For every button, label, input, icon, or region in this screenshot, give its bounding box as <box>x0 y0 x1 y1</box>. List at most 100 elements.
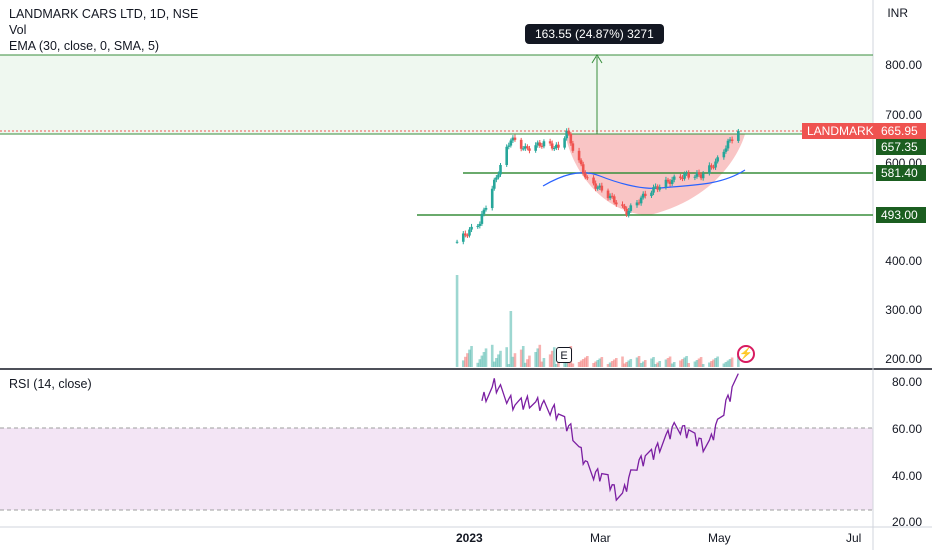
measure-arrowhead <box>591 54 603 64</box>
candle-body <box>714 161 717 168</box>
volume-bar <box>511 356 515 367</box>
last-price-tag[interactable]: 665.95 <box>876 123 926 139</box>
volume-bar <box>683 357 686 367</box>
mid-support-tag[interactable]: 581.40 <box>876 165 926 181</box>
volume-bar <box>480 355 484 367</box>
volume-bar <box>538 344 542 367</box>
candle-body <box>464 233 467 236</box>
candle-body <box>652 187 655 193</box>
candle-body <box>484 208 488 210</box>
candle-body <box>536 142 540 146</box>
volume-bar <box>598 358 602 367</box>
volume-bar <box>710 361 713 367</box>
candle-body <box>482 209 486 214</box>
volume-bar <box>461 360 465 367</box>
cup-pattern <box>565 134 745 215</box>
candle-body <box>712 167 715 169</box>
volume-bar <box>495 358 498 367</box>
volume-bar <box>737 356 740 367</box>
candle-body <box>641 193 645 198</box>
candle-body <box>567 130 571 134</box>
volume-bar <box>699 357 703 367</box>
volume-bar <box>623 363 626 367</box>
volume-bar <box>730 357 734 367</box>
candle-body <box>623 205 626 209</box>
volume-bar <box>476 362 480 367</box>
volume-bar <box>716 356 719 367</box>
volume-bar <box>643 360 647 367</box>
candle-body <box>650 192 653 197</box>
measure-readout: 163.55 (24.87%) 3271 <box>525 24 664 44</box>
candle-body <box>728 139 732 141</box>
candle-body <box>492 179 496 189</box>
resistance-tag[interactable]: 657.35 <box>876 139 926 155</box>
volume-bar <box>526 359 529 367</box>
volume-bar <box>654 364 657 367</box>
volume-bar <box>507 364 511 367</box>
rsi-label[interactable]: RSI (14, close) <box>9 377 92 391</box>
candle-body <box>629 205 633 211</box>
candle-body <box>687 173 690 178</box>
candle-body <box>672 176 676 180</box>
support-tag[interactable]: 493.00 <box>876 207 926 223</box>
rsi-tick: 80.00 <box>891 375 922 389</box>
candle-body <box>683 173 686 179</box>
volume-bar <box>650 358 653 367</box>
candle-body <box>625 208 628 215</box>
target-zone <box>0 55 873 134</box>
candle-body <box>693 176 697 178</box>
volume-bar <box>728 359 732 367</box>
candle-body <box>521 148 525 150</box>
candle-body <box>505 146 509 165</box>
candle-body <box>670 179 674 184</box>
candle-body <box>542 141 546 147</box>
candle-body <box>455 241 459 243</box>
volume-bar <box>722 363 726 367</box>
candle-body <box>627 210 631 215</box>
candle-body <box>708 165 711 174</box>
candle-body <box>499 164 502 175</box>
lightning-icon[interactable]: ⚡ <box>737 345 755 363</box>
candle-body <box>468 229 471 236</box>
candle-body <box>637 202 641 204</box>
candle-body <box>737 130 740 141</box>
volume-bar <box>579 360 583 367</box>
volume-label[interactable]: Vol <box>9 23 27 37</box>
candles-group <box>455 127 740 245</box>
candle-body <box>612 196 616 203</box>
candle-body <box>681 178 684 180</box>
time-tick-2023: 2023 <box>456 531 483 545</box>
candle-body <box>534 145 537 151</box>
volume-bar <box>536 348 540 367</box>
ema-label[interactable]: EMA (30, close, 0, SMA, 5) <box>9 39 160 53</box>
volume-bar <box>615 358 618 367</box>
candle-body <box>697 172 701 175</box>
candle-body <box>666 179 670 182</box>
candle-body <box>519 139 523 149</box>
price-tick: 800.00 <box>885 58 922 72</box>
candle-body <box>478 223 482 226</box>
earnings-badge[interactable]: E <box>556 347 572 363</box>
volume-bar <box>482 352 486 367</box>
volume-bar <box>592 363 595 367</box>
volume-bar <box>612 359 616 367</box>
volume-bar <box>478 359 482 367</box>
volume-bar <box>499 350 502 367</box>
volume-bar <box>681 359 684 367</box>
candle-body <box>596 187 599 189</box>
candle-body <box>563 138 566 148</box>
volume-bar <box>641 361 645 367</box>
volume-bar <box>695 360 699 367</box>
candle-body <box>594 183 597 189</box>
rsi-tick: 20.00 <box>891 515 922 529</box>
symbol-title[interactable]: LANDMARK CARS LTD, 1D, NSE <box>9 7 199 21</box>
candle-body <box>548 141 552 144</box>
volume-bar <box>542 358 546 367</box>
candle-body <box>598 185 602 188</box>
candle-body <box>726 140 730 149</box>
candle-body <box>724 148 728 152</box>
volume-bar <box>555 364 558 367</box>
symbol-price-tag[interactable]: LANDMARK <box>802 123 879 139</box>
volume-bar <box>513 353 517 367</box>
